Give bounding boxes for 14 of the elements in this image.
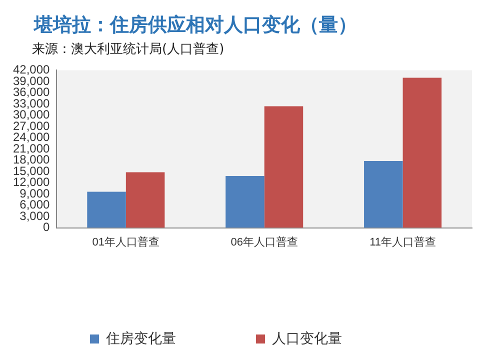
chart-title: 堪培拉：住房供应相对人口变化（量） [34,13,357,38]
x-tick-label: 11年人口普查 [370,235,436,248]
y-tick-label: 0 [43,220,50,234]
x-tick-label: 01年人口普查 [92,235,160,248]
bar [226,176,264,228]
legend-label: 住房变化量 [105,330,176,346]
bar [87,192,126,228]
x-tick-label: 06年人口普查 [230,235,298,248]
bar [402,78,442,228]
bar [264,106,304,228]
legend-label: 人口变化量 [272,330,342,346]
bar [126,172,165,228]
chart-subtitle: 来源：澳大利亚统计局(人口普查) [32,40,224,58]
bar [364,161,403,228]
